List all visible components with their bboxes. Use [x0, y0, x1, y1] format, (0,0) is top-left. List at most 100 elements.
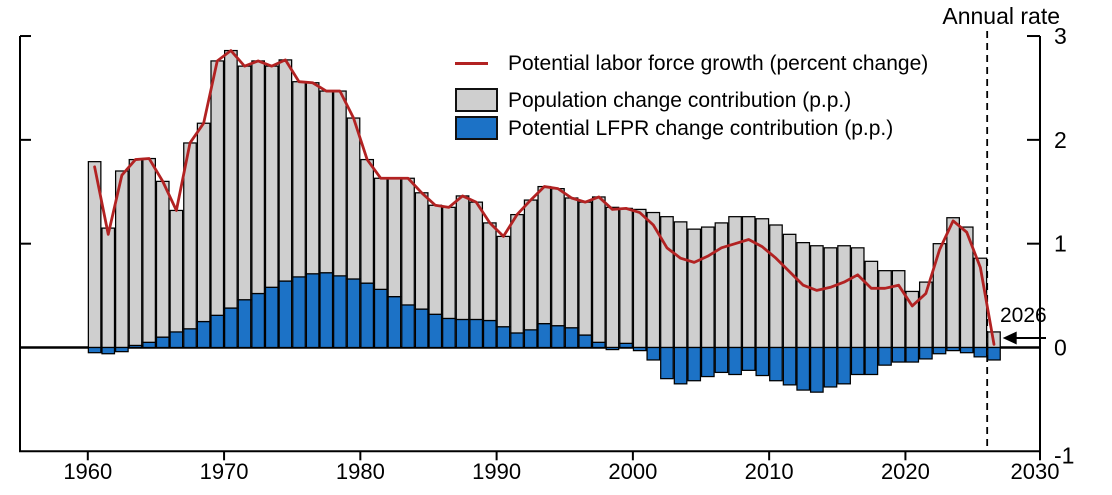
lfpr-bar [959, 346, 974, 354]
y-axis-right: -1 0 1 2 3 [20, 23, 1074, 468]
arrow-head-icon [1002, 331, 1017, 345]
lfpr-bar [755, 346, 770, 377]
legend-item-potential-growth: Potential labor force growth (percent ch… [455, 50, 928, 76]
lfpr-bar [496, 326, 511, 349]
population-bar [809, 245, 824, 349]
lfpr-bar [169, 331, 184, 349]
population-bar [292, 81, 306, 278]
population-bar [755, 218, 770, 349]
lfpr-bar [687, 346, 702, 382]
population-bar [782, 233, 797, 349]
population-bar [510, 213, 524, 334]
lfpr-bar [401, 304, 415, 349]
lfpr-bar [414, 308, 429, 349]
lfpr-bar [333, 275, 347, 349]
population-bar [442, 206, 456, 320]
lfpr-bar [809, 346, 824, 393]
population-bar [700, 226, 715, 349]
legend-item-population: Population change contribution (p.p.) [455, 86, 851, 114]
population-bar [155, 180, 170, 338]
lfpr-bar [660, 346, 674, 380]
lfpr-bar [210, 314, 225, 349]
population-bar [796, 242, 811, 349]
population-bar [523, 199, 538, 331]
population-bar [196, 122, 211, 323]
lfpr-bar [551, 325, 565, 349]
potential-growth-line [93, 49, 996, 346]
lfpr-bar [360, 282, 375, 349]
population-bar [305, 82, 320, 275]
population-bar [537, 185, 552, 325]
population-bar [564, 197, 579, 329]
population-bar [728, 216, 742, 349]
lfpr-bar [183, 328, 197, 349]
lfpr-bar [646, 346, 661, 361]
y-tick-label: 1 [1054, 231, 1067, 257]
lfpr-bar [442, 317, 456, 349]
lfpr-bar [196, 320, 211, 349]
lfpr-bar [278, 280, 293, 349]
x-tick-label: 2030 [1011, 459, 1060, 484]
population-bar [878, 270, 892, 349]
lfpr-bar [578, 334, 593, 349]
y-tick-label: 2 [1054, 127, 1067, 153]
population-bar [428, 204, 443, 315]
population-bar [496, 235, 511, 328]
gray-box-swatch-icon [455, 88, 498, 112]
contribution-bars [87, 49, 1001, 393]
lfpr-bar [973, 346, 988, 358]
lfpr-bar [155, 336, 170, 349]
x-tick-label: 2020 [881, 459, 930, 484]
y-tick-label: -1 [1054, 442, 1074, 468]
lfpr-bar [292, 276, 306, 349]
lfpr-bar [741, 346, 756, 371]
lfpr-bar [905, 346, 920, 363]
population-bar [482, 222, 497, 322]
population-bar [660, 216, 674, 349]
lfpr-bar [591, 341, 606, 349]
lfpr-bar [305, 273, 320, 349]
lfpr-bar [482, 319, 497, 349]
population-bar [469, 201, 484, 321]
population-bar [632, 208, 647, 349]
lfpr-bar [632, 346, 647, 352]
x-tick-label: 1990 [472, 459, 521, 484]
forecast-year-label: 2026 [1000, 304, 1047, 327]
lfpr-bar [850, 346, 865, 376]
lfpr-bar [224, 307, 238, 349]
legend-item-lfpr: Potential LFPR change contribution (p.p.… [455, 114, 893, 142]
lfpr-bar [796, 346, 811, 391]
lfpr-bar [728, 346, 742, 376]
lfpr-bar [523, 329, 538, 349]
population-bar [837, 245, 851, 349]
population-bar [687, 228, 702, 349]
legend-label-population: Population change contribution (p.p.) [508, 88, 852, 112]
lfpr-bar [782, 346, 797, 386]
lfpr-bar [864, 346, 879, 376]
lfpr-bar [891, 346, 906, 363]
lfpr-bar [469, 318, 484, 349]
population-bar [128, 158, 143, 347]
population-bar [673, 221, 688, 349]
lfpr-bar [714, 346, 729, 374]
lfpr-bar [769, 346, 783, 382]
x-tick-label: 1960 [63, 459, 112, 484]
lfpr-bar [346, 278, 361, 349]
lfpr-bar [373, 288, 388, 349]
lfpr-bar [319, 272, 334, 349]
population-bar [319, 90, 334, 274]
population-bar [237, 65, 252, 301]
population-bar [741, 216, 756, 349]
population-bar [619, 207, 633, 344]
population-bar [169, 209, 184, 333]
population-bar [551, 188, 565, 327]
lfpr-bar [510, 332, 524, 349]
legend-label-lfpr: Potential LFPR change contribution (p.p.… [508, 116, 894, 140]
lfpr-bar [932, 346, 947, 355]
lfpr-bar [237, 299, 252, 349]
lfpr-bar [918, 346, 933, 360]
population-bar [251, 60, 266, 295]
population-bar [224, 49, 238, 309]
